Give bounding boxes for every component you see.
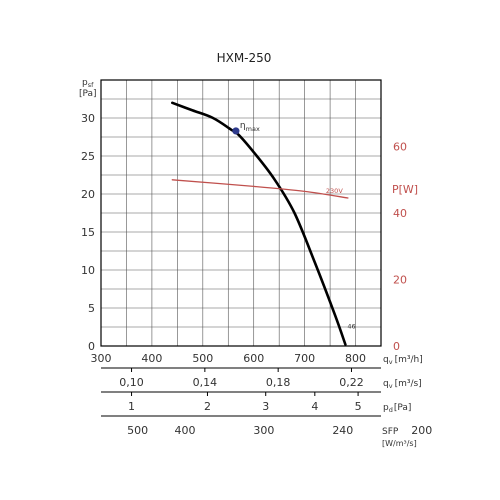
secondary-axis-sfp-label: SFP <box>382 427 399 437</box>
secondary-axis-pd-tick-label: 4 <box>311 400 318 413</box>
y-left-tick-label: 20 <box>81 188 95 201</box>
secondary-axis-qv-label-main: q <box>383 379 389 389</box>
series-layer: 46 230V ηmax <box>171 101 356 346</box>
efficiency-max-label-sub: max <box>246 125 260 133</box>
x-tick-label: 800 <box>345 352 366 365</box>
secondary-axis-sfp-tick-label: 300 <box>253 424 274 437</box>
x-axis-label: qv [m³/h] <box>383 355 423 366</box>
y-left-label-sub: sf <box>88 81 94 89</box>
secondary-axis-sfp-tick-label: 240 <box>332 424 353 437</box>
x-tick-label: 600 <box>243 352 264 365</box>
secondary-axis-pd-tick-label: 3 <box>262 400 269 413</box>
secondary-axis-pd-label-sub: d <box>389 406 393 414</box>
x-tick-label: 500 <box>192 352 213 365</box>
secondary-axis-qv-label: qv [m³/s] <box>383 379 422 390</box>
pressure-curve-line <box>171 101 347 346</box>
secondary-axis-qv-unit: [m³/s] <box>395 379 422 389</box>
y-left-label: psf <box>82 78 94 89</box>
efficiency-max-label-main: η <box>240 121 246 131</box>
x-axis-label-main: q <box>383 355 389 365</box>
x-axis: 300 400 500 600 700 800 <box>91 352 367 365</box>
chart-title: HXM-250 <box>217 51 272 65</box>
secondary-axis-qv-tick-label: 0,10 <box>119 376 144 389</box>
plot-frame <box>100 79 382 347</box>
power-curve-end-label: 230V <box>326 187 343 195</box>
y-right-axis: 0 20 40 60 <box>393 141 407 354</box>
secondary-axis-pd-tick-label: 5 <box>355 400 362 413</box>
secondary-axis-pd-unit: [Pa] <box>394 403 412 413</box>
y-left-tick-label: 25 <box>81 150 95 163</box>
x-tick-label: 300 <box>91 352 112 365</box>
power-curve-line <box>171 179 349 199</box>
secondary-axis-pd-tick-label: 2 <box>204 400 211 413</box>
secondary-axis-qv-label-sub: v <box>389 382 393 390</box>
y-right-tick-label: 20 <box>393 274 407 287</box>
grid-lines <box>101 80 381 346</box>
secondary-axis-sfp-unit: [W/m³/s] <box>382 439 417 448</box>
y-left-tick-label: 30 <box>81 112 95 125</box>
secondary-axis-qv-tick-label: 0,18 <box>266 376 291 389</box>
secondary-axis-sfp-tick-label: 500 <box>127 424 148 437</box>
x-axis-label-sub: v <box>389 358 393 366</box>
x-tick-label: 400 <box>141 352 162 365</box>
secondary-axis-sfp-tick-label: 400 <box>175 424 196 437</box>
y-left-tick-label: 0 <box>88 340 95 353</box>
y-left-unit: [Pa] <box>79 89 97 99</box>
y-left-tick-label: 5 <box>88 302 95 315</box>
secondary-axis-pd-label-main: p <box>383 403 389 413</box>
secondary-axis-qv-tick-label: 0,14 <box>193 376 218 389</box>
efficiency-max-marker <box>232 127 240 135</box>
secondary-axis-pd: 1 2 3 4 5 <box>128 392 362 413</box>
efficiency-max-label: ηmax <box>240 121 260 133</box>
y-right-tick-label: 60 <box>393 141 407 154</box>
y-left-tick-label: 10 <box>81 264 95 277</box>
secondary-axis-pd-tick-label: 1 <box>128 400 135 413</box>
x-tick-label: 700 <box>294 352 315 365</box>
y-left-label-main: p <box>82 78 88 88</box>
secondary-axis-qv-tick-label: 0,22 <box>339 376 364 389</box>
y-right-tick-label: 0 <box>393 340 400 353</box>
secondary-axis-pd-label: pd[Pa] <box>383 403 411 414</box>
pressure-curve-end-label: 46 <box>347 322 355 330</box>
secondary-axis-sfp-tick-label: 200 <box>411 424 432 437</box>
y-right-tick-label: 40 <box>393 207 407 220</box>
secondary-axis-sfp: 500 400 300 240 200 <box>127 424 432 437</box>
x-axis-unit: [m³/h] <box>395 355 423 365</box>
y-right-label: P[W] <box>392 183 418 196</box>
y-left-axis: 0 5 10 15 20 25 30 <box>81 112 95 353</box>
secondary-axis-qv-m3s: 0,10 0,14 0,18 0,22 <box>119 368 364 389</box>
y-left-tick-label: 15 <box>81 226 95 239</box>
